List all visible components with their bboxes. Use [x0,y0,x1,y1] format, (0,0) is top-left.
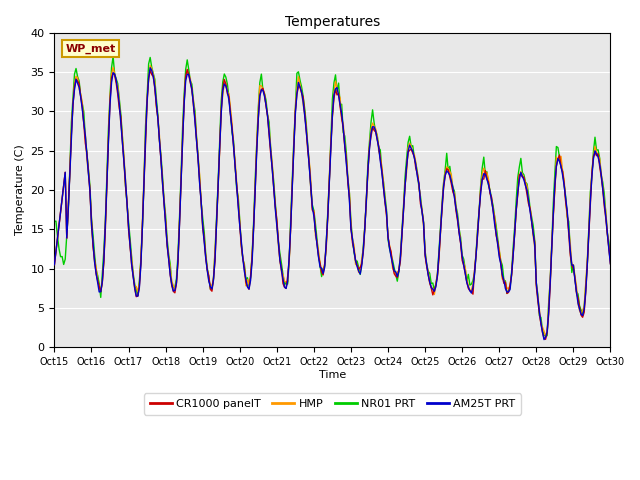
Title: Temperatures: Temperatures [285,15,380,29]
X-axis label: Time: Time [319,370,346,380]
Text: WP_met: WP_met [65,44,116,54]
Legend: CR1000 panelT, HMP, NR01 PRT, AM25T PRT: CR1000 panelT, HMP, NR01 PRT, AM25T PRT [144,394,521,415]
Y-axis label: Temperature (C): Temperature (C) [15,144,25,235]
